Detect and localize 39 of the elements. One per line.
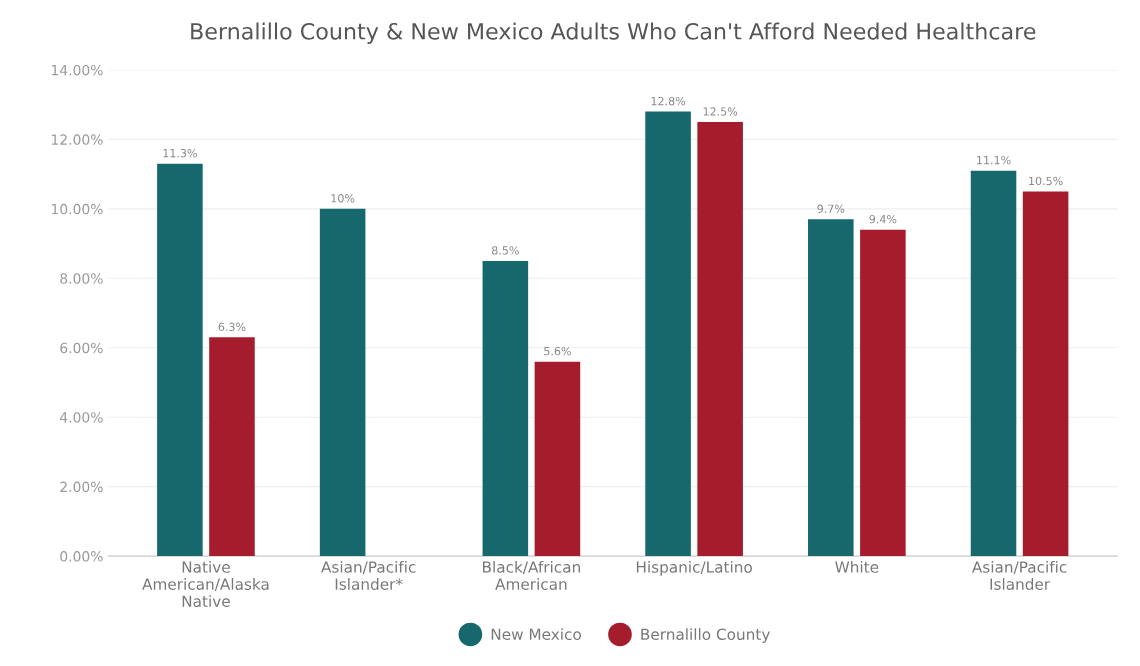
data-label: 12.8% [651,96,686,106]
y-tick-label: 6.00% [60,342,103,354]
bar [1022,191,1069,557]
y-tick-label: 8.00% [60,273,103,284]
legend-label: Bernalillo County [641,628,770,643]
y-tick-label: 12.00% [52,134,103,145]
bar [209,337,255,557]
y-tick-label: 0.00% [60,551,103,562]
data-label: 11.3% [163,148,197,158]
data-label: 9.7% [817,204,845,213]
y-tick-label: 2.00% [60,481,103,493]
bar [808,219,854,557]
data-label: 10.5% [1029,176,1063,186]
bar [534,361,581,557]
data-label: 9.4% [869,214,897,224]
bar [970,170,1017,557]
x-tick-label: Native American/Alaska Native [142,560,269,608]
x-tick-label: Asian/Pacific Islander [971,560,1067,590]
x-tick-label: Asian/Pacific Islander* [321,560,416,590]
y-tick-label: 14.00% [52,64,103,76]
bar [157,163,203,557]
x-tick-label: Hispanic/Latino [636,560,752,576]
x-tick-label: Black/African American [483,560,580,590]
chart-title: Bernalillo County & New Mexico Adults Who Can't Afford Needed Healthcare [191,22,1036,44]
bar [482,260,529,557]
data-label: 12.5% [703,107,738,116]
y-tick-label: 10.00% [52,203,103,215]
y-tick-label: 4.00% [60,412,103,423]
data-label: 6.3% [218,322,246,332]
data-label: 11.1% [977,155,1011,165]
x-tick-label: White [835,560,879,573]
bar [319,208,366,557]
data-label: 10% [331,194,355,203]
bar [697,122,743,557]
bar [645,111,691,557]
data-label: 8.5% [491,246,519,255]
legend-label: New Mexico [491,628,581,641]
bar [860,229,906,557]
data-label: 5.6% [544,346,571,356]
